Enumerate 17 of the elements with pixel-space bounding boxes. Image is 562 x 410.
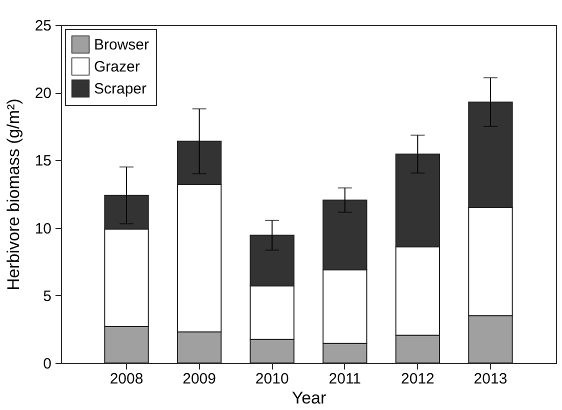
x-tick-label: 2013 (474, 370, 508, 388)
y-tick-label: 15 (34, 152, 52, 170)
x-tick-label: 2009 (182, 370, 216, 388)
x-tick-label: 2008 (110, 370, 144, 388)
y-tick-label: 20 (34, 85, 52, 102)
x-tick-label: 2011 (328, 370, 362, 388)
legend-label: Scraper (94, 80, 147, 98)
y-tick-label: 25 (34, 18, 52, 34)
legend-label: Browser (94, 36, 150, 54)
y-tick-label: 0 (43, 356, 52, 372)
x-tick-label: 2012 (401, 370, 434, 388)
y-tick-label: 10 (34, 220, 52, 238)
legend-label: Grazer (94, 58, 140, 76)
y-tick-label: 5 (43, 288, 52, 305)
y-axis-title: Herbivore biomass (g/m²) (4, 98, 23, 290)
x-tick-label: 2010 (255, 370, 289, 388)
x-axis-title: Year (292, 388, 327, 408)
